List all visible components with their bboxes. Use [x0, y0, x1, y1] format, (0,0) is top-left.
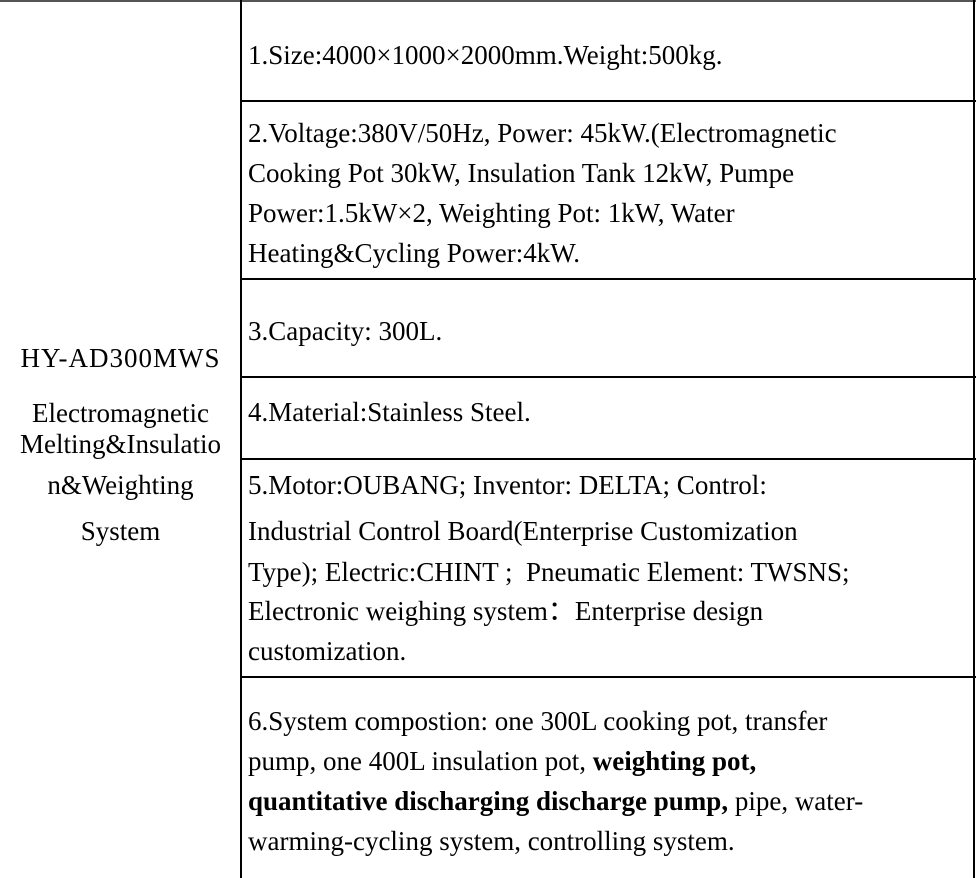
- row-divider: [240, 458, 976, 460]
- product-name-line: Melting&Insulatio: [20, 429, 221, 459]
- spec-line: warming-cycling system, controlling syst…: [248, 826, 735, 856]
- spec-line: Power:1.5kW×2, Weighting Pot: 1kW, Water: [248, 198, 735, 228]
- spec-text-bold: weighting pot,: [592, 746, 757, 776]
- spec-line: 5.Motor:OUBANG; Inventor: DELTA; Control…: [248, 470, 767, 500]
- table-top-border: [0, 0, 976, 2]
- spec-line: Heating&Cycling Power:4kW.: [248, 238, 580, 268]
- product-name-line: n&Weighting: [47, 470, 194, 500]
- row-divider: [240, 100, 976, 102]
- product-model: HY-AD300MWS: [20, 343, 221, 373]
- spec-text-bold: quantitative discharging discharge pump,: [248, 786, 729, 816]
- spec-line: 2.Voltage:380V/50Hz, Power: 45kW.(Electr…: [248, 118, 837, 148]
- spec-text: pump, one 400L insulation pot,: [248, 746, 593, 776]
- spec-line: Electronic weighing system：Enterprise de…: [248, 596, 764, 626]
- row-divider: [240, 676, 976, 678]
- column-divider: [240, 0, 242, 878]
- spec-line: 1.Size:4000×1000×2000mm.Weight:500kg.: [248, 40, 723, 70]
- spec-line: Industrial Control Board(Enterprise Cust…: [248, 516, 798, 546]
- product-name-line: System: [80, 516, 161, 546]
- table-right-border: [973, 0, 975, 878]
- spec-line: Cooking Pot 30kW, Insulation Tank 12kW, …: [248, 158, 795, 188]
- spec-text: pipe, water-: [728, 786, 864, 816]
- row-divider: [240, 278, 976, 280]
- spec-line: 3.Capacity: 300L.: [248, 316, 443, 346]
- spec-line: 6.System compostion: one 300L cooking po…: [248, 706, 828, 736]
- product-name-line: Electromagnetic: [32, 398, 209, 428]
- spec-line: 4.Material:Stainless Steel.: [248, 397, 531, 427]
- spec-line: quantitative discharging discharge pump,…: [248, 785, 863, 817]
- spec-line: customization.: [248, 636, 407, 666]
- spec-line: pump, one 400L insulation pot, weighting…: [248, 745, 756, 777]
- spec-line: Type); Electric:CHINT ; Pneumatic Elemen…: [248, 557, 850, 587]
- row-divider: [240, 376, 976, 378]
